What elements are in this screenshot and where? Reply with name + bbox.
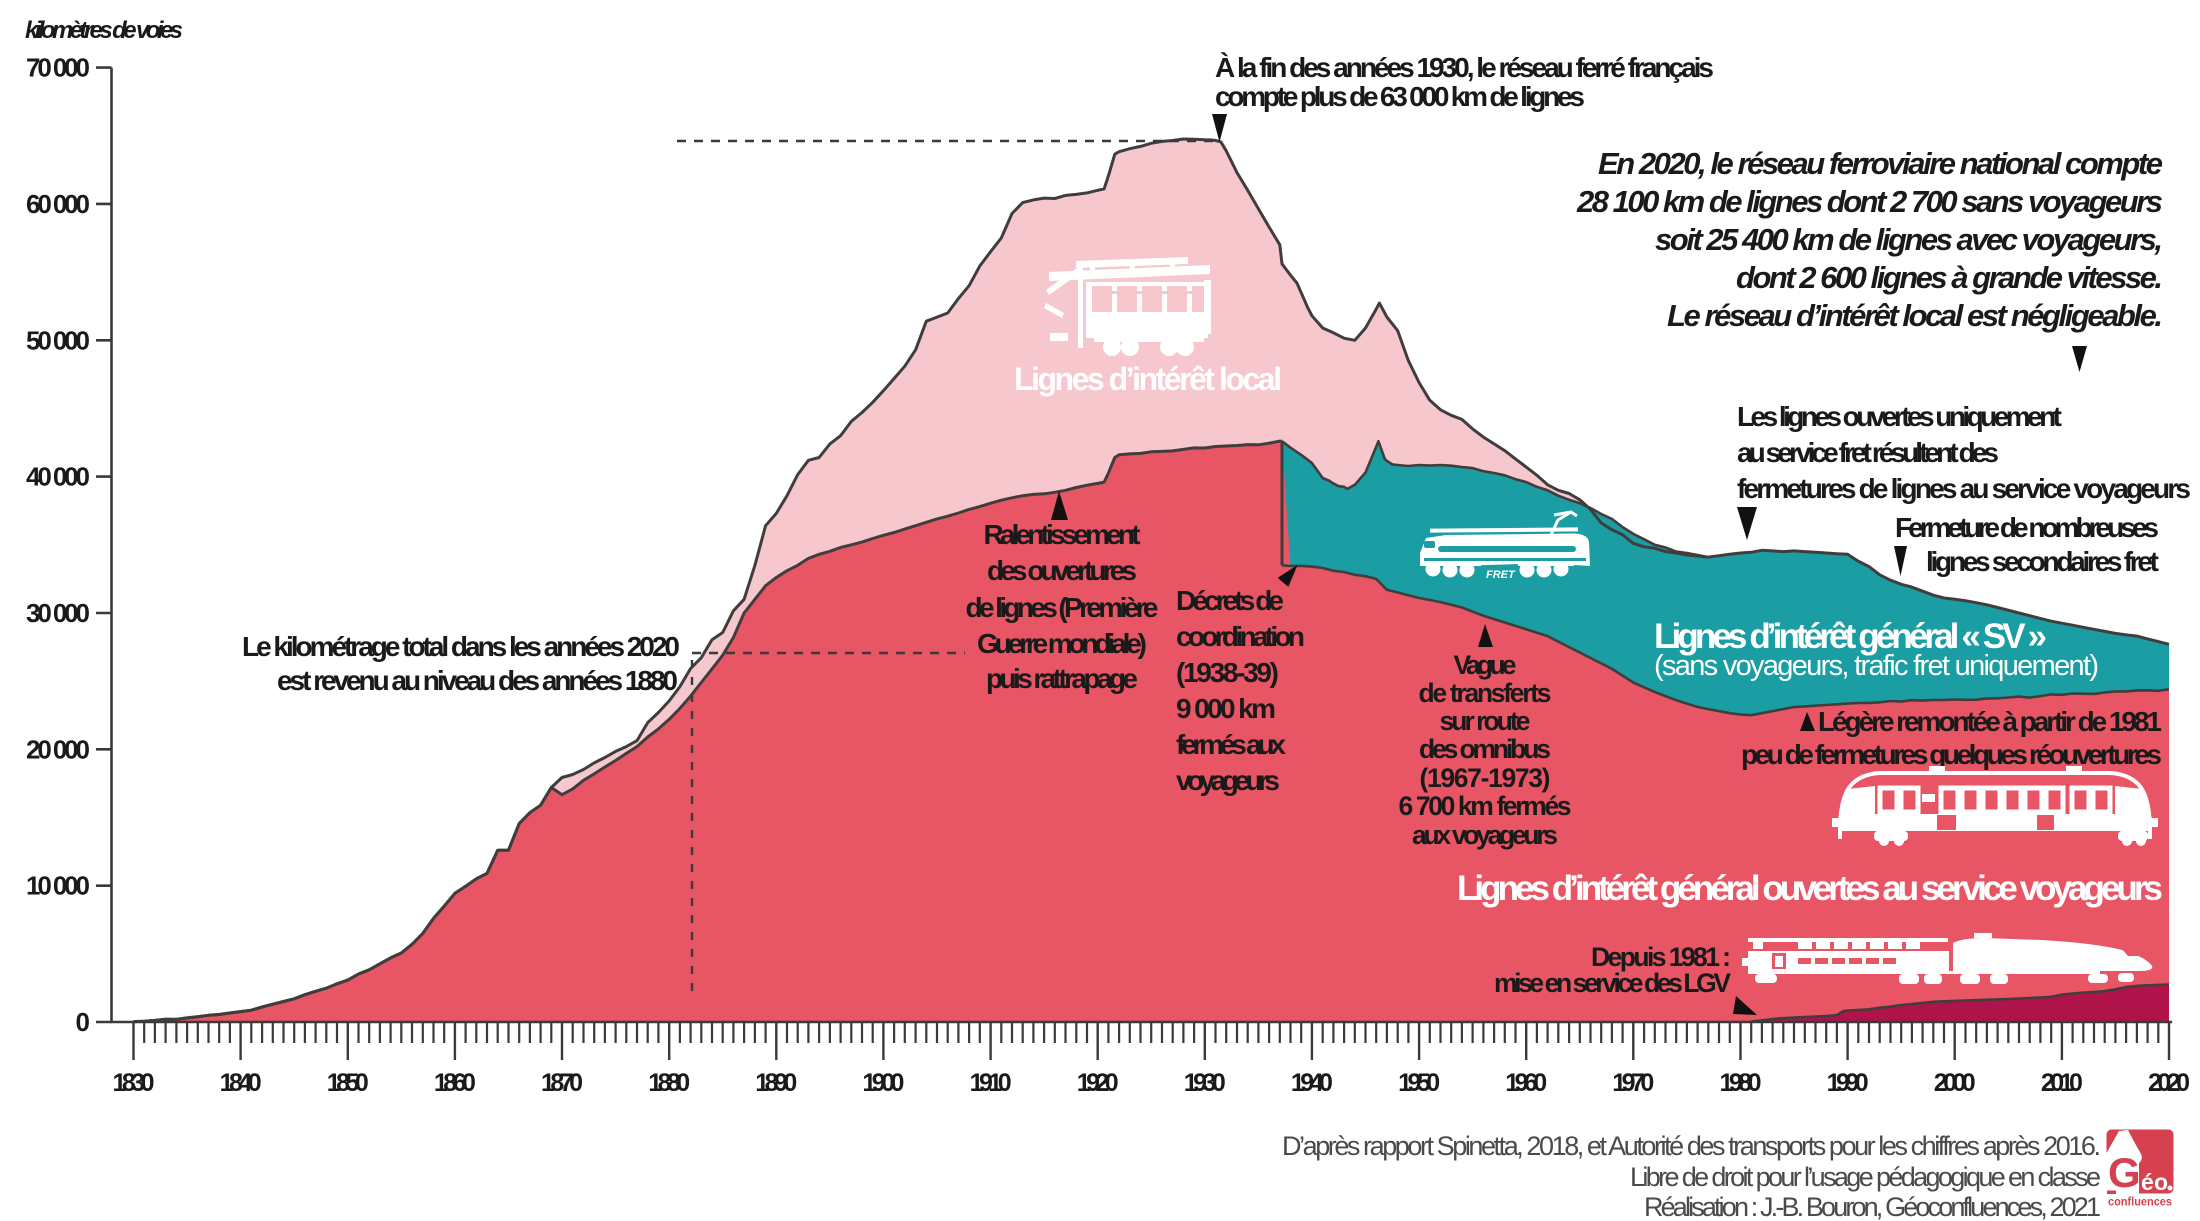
- svg-text:1980: 1980: [1720, 1069, 1762, 1097]
- svg-text:Fermeture de nombreuses: Fermeture de nombreuses: [1895, 512, 2159, 543]
- svg-text:0: 0: [76, 1007, 90, 1037]
- svg-text:compte plus de 63 000 km de li: compte plus de 63 000 km de lignes: [1215, 81, 1585, 112]
- svg-text:est revenu au niveau des année: est revenu au niveau des années 1880: [277, 665, 678, 696]
- svg-text:Lignes d’intérêt général « SV: Lignes d’intérêt général « SV »: [1654, 617, 2047, 656]
- svg-text:Depuis 1981 :: Depuis 1981 :: [1591, 942, 1731, 972]
- svg-text:1990: 1990: [1827, 1069, 1869, 1097]
- svg-text:mise en service des LGV: mise en service des LGV: [1494, 968, 1731, 998]
- svg-text:1850: 1850: [327, 1069, 369, 1097]
- svg-text:aux voyageurs: aux voyageurs: [1412, 820, 1558, 850]
- svg-text:70 000: 70 000: [26, 53, 90, 83]
- svg-text:Le réseau d’intérêt local est: Le réseau d’intérêt local est négligeabl…: [1667, 298, 2163, 333]
- svg-text:des omnibus: des omnibus: [1419, 734, 1551, 764]
- svg-text:de transferts: de transferts: [1419, 678, 1552, 708]
- svg-text:(1938-39): (1938-39): [1176, 657, 1279, 688]
- svg-text:20 000: 20 000: [26, 734, 90, 764]
- svg-text:Lignes d’intérêt général ouver: Lignes d’intérêt général ouvertes au ser…: [1457, 869, 2163, 908]
- svg-text:Légère remontée à partir de 19: Légère remontée à partir de 1981: [1818, 706, 2162, 737]
- svg-text:1960: 1960: [1505, 1069, 1547, 1097]
- svg-text:2010: 2010: [2041, 1069, 2083, 1097]
- svg-text:À la fin des années 1930, le r: À la fin des années 1930, le réseau ferr…: [1215, 52, 1714, 83]
- svg-text:Le kilométrage total dans les: Le kilométrage total dans les années 202…: [242, 631, 680, 662]
- svg-text:au service fret résultent des: au service fret résultent des: [1737, 437, 1999, 468]
- svg-text:Ralentissement: Ralentissement: [984, 519, 1141, 550]
- svg-text:30 000: 30 000: [26, 598, 90, 628]
- svg-text:9 000 km: 9 000 km: [1176, 693, 1276, 724]
- svg-text:voyageurs: voyageurs: [1176, 765, 1280, 796]
- svg-text:de lignes (Première: de lignes (Première: [966, 592, 1159, 623]
- svg-text:fermetures de lignes au servic: fermetures de lignes au service voyageur…: [1737, 473, 2191, 504]
- svg-text:1860: 1860: [434, 1069, 476, 1097]
- svg-text:D’après rapport Spinetta, 2018: D’après rapport Spinetta, 2018, et Autor…: [1282, 1131, 2101, 1161]
- svg-text:10 000: 10 000: [26, 871, 90, 901]
- svg-text:peu de fermetures quelques réo: peu de fermetures quelques réouvertures: [1741, 739, 2162, 770]
- svg-text:Vague: Vague: [1454, 650, 1517, 680]
- svg-text:Décrets de: Décrets de: [1176, 585, 1284, 616]
- svg-text:2000: 2000: [1934, 1069, 1976, 1097]
- svg-text:1890: 1890: [755, 1069, 797, 1097]
- svg-text:Lignes d’intérêt local: Lignes d’intérêt local: [1014, 361, 1282, 397]
- svg-text:50 000: 50 000: [26, 325, 90, 355]
- svg-text:dont 2 600 lignes à grande vit: dont 2 600 lignes à grande vitesse.: [1736, 260, 2163, 295]
- svg-text:60 000: 60 000: [26, 189, 90, 219]
- svg-text:1900: 1900: [862, 1069, 904, 1097]
- svg-text:1970: 1970: [1612, 1069, 1654, 1097]
- svg-text:éo: éo: [2141, 1169, 2168, 1195]
- svg-text:lignes secondaires fret: lignes secondaires fret: [1926, 546, 2159, 577]
- svg-text:2020: 2020: [2148, 1069, 2190, 1097]
- svg-text:1830: 1830: [113, 1069, 155, 1097]
- svg-text:1870: 1870: [541, 1069, 583, 1097]
- svg-text:G: G: [2108, 1149, 2141, 1196]
- svg-text:1840: 1840: [220, 1069, 262, 1097]
- svg-text:1920: 1920: [1077, 1069, 1119, 1097]
- svg-text:(sans voyageurs, trafic fret u: (sans voyageurs, trafic fret uniquement): [1654, 650, 2099, 682]
- svg-text:1930: 1930: [1184, 1069, 1226, 1097]
- svg-text:(1967-1973): (1967-1973): [1420, 763, 1551, 793]
- svg-text:kilomètres de voies: kilomètres de voies: [25, 17, 183, 44]
- svg-text:des ouvertures: des ouvertures: [987, 555, 1137, 586]
- svg-text:Guerre mondiale): Guerre mondiale): [977, 628, 1147, 659]
- svg-text:confluences: confluences: [2108, 1195, 2172, 1209]
- svg-text:soit 25 400 km de lignes avec: soit 25 400 km de lignes avec voyageurs,: [1655, 222, 2163, 257]
- svg-text:En 2020, le réseau ferroviaire: En 2020, le réseau ferroviaire national …: [1598, 146, 2163, 181]
- svg-text:Réalisation : J.-B. Bouron, Gé: Réalisation : J.-B. Bouron, Géoconfluenc…: [1644, 1192, 2101, 1221]
- svg-text:Libre de droit pour l’usage pé: Libre de droit pour l’usage pédagogique …: [1630, 1162, 2101, 1192]
- svg-text:1910: 1910: [970, 1069, 1012, 1097]
- svg-text:puis rattrapage: puis rattrapage: [986, 663, 1138, 694]
- svg-text:6 700 km fermés: 6 700 km fermés: [1399, 791, 1572, 821]
- svg-text:sur route: sur route: [1440, 706, 1531, 736]
- svg-text:coordination: coordination: [1176, 621, 1305, 652]
- svg-text:1880: 1880: [648, 1069, 690, 1097]
- svg-text:Les lignes ouvertes uniquement: Les lignes ouvertes uniquement: [1737, 401, 2062, 432]
- svg-text:FRET: FRET: [1486, 569, 1516, 581]
- svg-text:1950: 1950: [1398, 1069, 1440, 1097]
- svg-text:1940: 1940: [1291, 1069, 1333, 1097]
- svg-text:28 100 km de lignes dont 2 700: 28 100 km de lignes dont 2 700 sans voya…: [1576, 184, 2163, 219]
- svg-text:40 000: 40 000: [26, 462, 90, 492]
- svg-text:fermés aux: fermés aux: [1176, 729, 1286, 760]
